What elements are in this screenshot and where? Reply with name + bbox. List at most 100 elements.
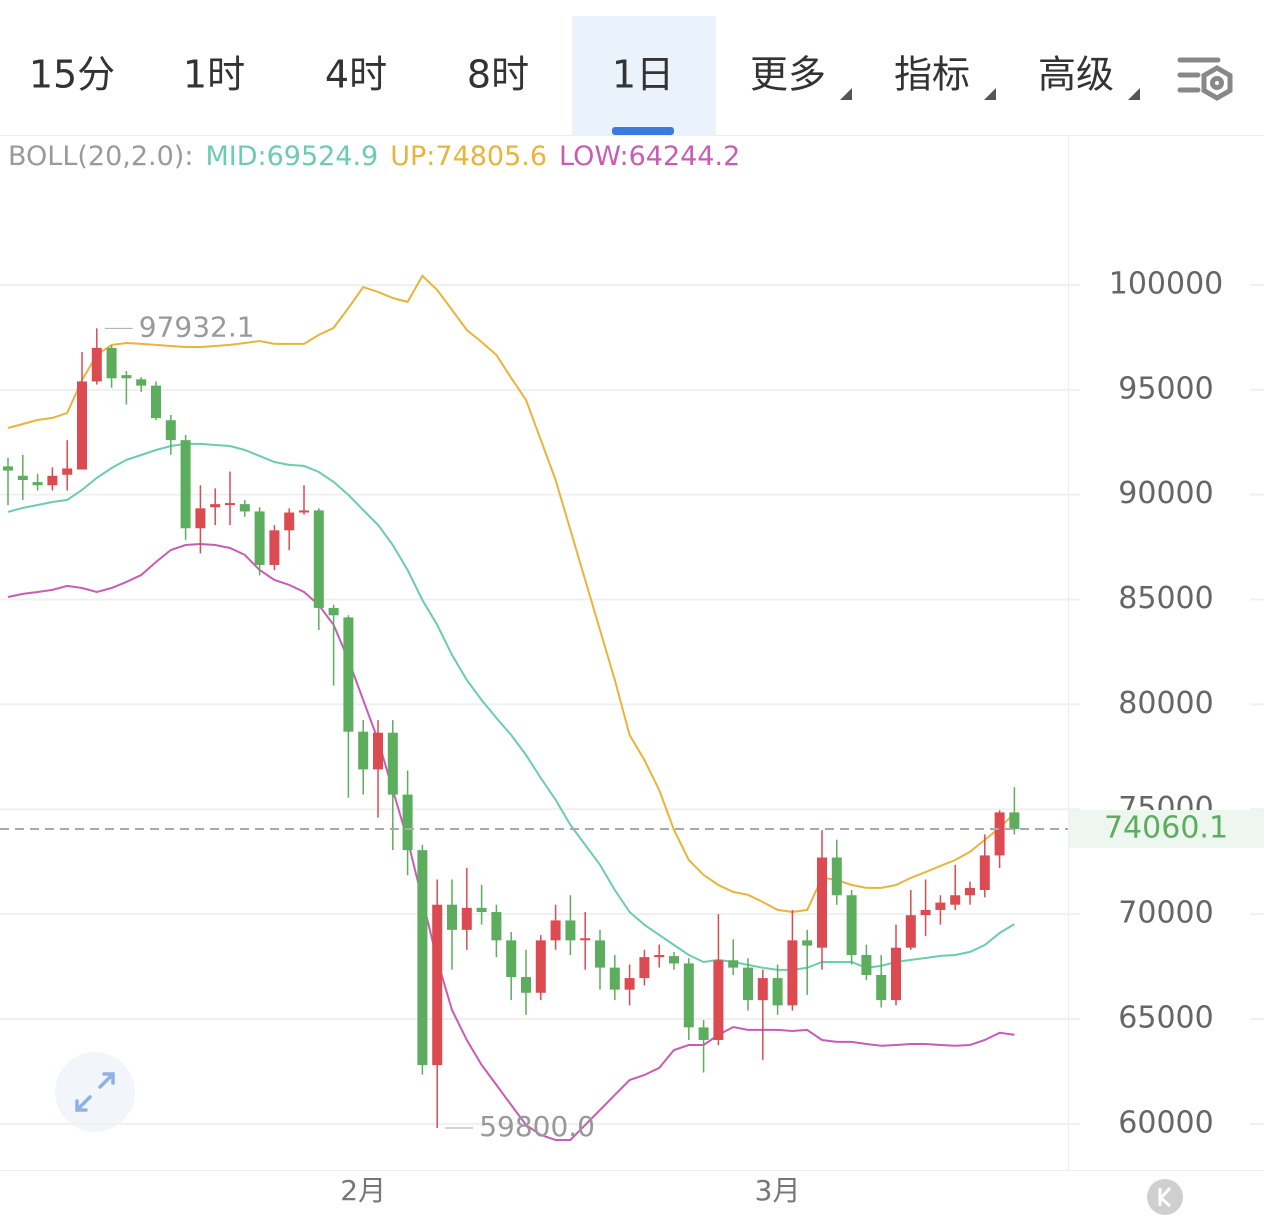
tab[interactable]: 1日 xyxy=(612,53,674,97)
tab[interactable]: 4时 xyxy=(325,53,387,97)
expand-button[interactable] xyxy=(55,1052,135,1132)
candle-body xyxy=(62,468,73,475)
candle-body xyxy=(180,440,191,529)
icon-dot xyxy=(1210,76,1224,90)
candle-body xyxy=(476,907,487,913)
y-tick-label: 95000 xyxy=(1118,371,1213,406)
tab[interactable]: 15分 xyxy=(29,53,115,97)
candle-body xyxy=(254,511,265,565)
candle-body xyxy=(609,967,620,990)
y-tick-label: 80000 xyxy=(1118,686,1213,721)
candle-body xyxy=(891,947,901,1001)
y-tick-label: 70000 xyxy=(1118,896,1213,931)
candle-body xyxy=(32,482,43,486)
candle-body xyxy=(269,530,280,565)
y-tick-label: 100000 xyxy=(1109,266,1224,301)
candle-body xyxy=(432,904,443,1066)
candle-body xyxy=(713,960,724,1040)
candle-body xyxy=(817,857,827,948)
candle-body xyxy=(683,963,694,1028)
candle-body xyxy=(787,940,798,1006)
candle-body xyxy=(284,512,295,531)
candle-body xyxy=(506,940,517,978)
expand-arrows xyxy=(75,1072,115,1112)
candle-body xyxy=(1009,812,1020,829)
x-tick-label: 2月 xyxy=(340,1174,386,1207)
candle-body xyxy=(624,978,635,990)
candle-body xyxy=(994,812,1005,856)
candle-body xyxy=(580,938,591,941)
candle-body xyxy=(358,731,369,770)
candle-body xyxy=(165,420,176,441)
candle-body xyxy=(447,904,457,930)
y-tick-label: 65000 xyxy=(1118,1000,1213,1035)
candle-body xyxy=(979,855,990,891)
candle-body xyxy=(151,385,161,419)
candle-body xyxy=(461,907,472,930)
high-label: 97932.1 xyxy=(139,310,255,343)
k-glyph xyxy=(1158,1186,1172,1208)
candle-body xyxy=(343,617,354,732)
low-label: 59800.0 xyxy=(479,1110,595,1143)
last-price-label: 74060.1 xyxy=(1104,810,1228,845)
candle-body xyxy=(757,978,768,1001)
candle-body xyxy=(402,794,413,851)
tab-indicator xyxy=(612,127,674,135)
tab[interactable]: 8时 xyxy=(467,53,529,97)
candle-body xyxy=(861,955,872,975)
candle-body xyxy=(77,381,87,470)
tab-selected-bg xyxy=(572,16,716,135)
candle-body xyxy=(728,960,739,968)
candle-body xyxy=(950,895,961,905)
settings-icon[interactable] xyxy=(1177,57,1233,101)
icon-hex xyxy=(1201,65,1233,101)
dropdown-triangle xyxy=(840,88,852,100)
legend-entry: UP:74805.6 xyxy=(390,141,547,172)
candle-body xyxy=(698,1027,709,1040)
candle-body xyxy=(210,504,221,508)
boll-line xyxy=(7,442,1015,971)
boll-line xyxy=(7,274,1016,914)
tab[interactable]: 高级 xyxy=(1038,53,1114,97)
candle-body xyxy=(136,379,147,386)
tab[interactable]: 1时 xyxy=(183,53,245,97)
candle-body xyxy=(654,955,665,958)
candle-body xyxy=(846,895,857,956)
candle-body xyxy=(417,850,428,1066)
candle-body xyxy=(802,940,813,946)
candle-body xyxy=(47,475,58,486)
candle-body xyxy=(831,857,842,896)
candle-body xyxy=(965,887,975,896)
tab[interactable]: 指标 xyxy=(894,53,970,97)
k-button[interactable] xyxy=(1147,1179,1183,1215)
candle-body xyxy=(373,732,383,770)
candle-body xyxy=(743,967,753,1001)
candle-body xyxy=(491,912,502,941)
candle-body xyxy=(535,940,546,993)
candle-body xyxy=(313,510,324,608)
dropdown-triangle xyxy=(1128,88,1140,100)
tab[interactable]: 更多 xyxy=(750,53,826,97)
candle-body xyxy=(106,347,117,379)
candle-body xyxy=(669,956,679,964)
candle-body xyxy=(3,466,13,471)
legend-entry: MID:69524.9 xyxy=(205,141,378,172)
k-bg xyxy=(1147,1179,1183,1215)
candle-body xyxy=(195,508,206,529)
last-price-bg xyxy=(1069,809,1264,848)
y-tick-label: 60000 xyxy=(1118,1105,1213,1140)
candle-body xyxy=(387,732,398,795)
boll-line xyxy=(7,542,1015,1141)
candle-body xyxy=(17,475,28,480)
candle-body xyxy=(772,978,783,1006)
candle-body xyxy=(920,909,931,916)
candle-body xyxy=(91,347,102,382)
candle-body xyxy=(299,510,309,513)
candle-body xyxy=(550,920,561,941)
y-tick-label: 90000 xyxy=(1118,476,1213,511)
candle-body xyxy=(521,977,531,993)
candle-body xyxy=(565,920,576,941)
indicator-label: BOLL(20,2.0): xyxy=(8,141,193,172)
candle-body xyxy=(935,902,946,910)
